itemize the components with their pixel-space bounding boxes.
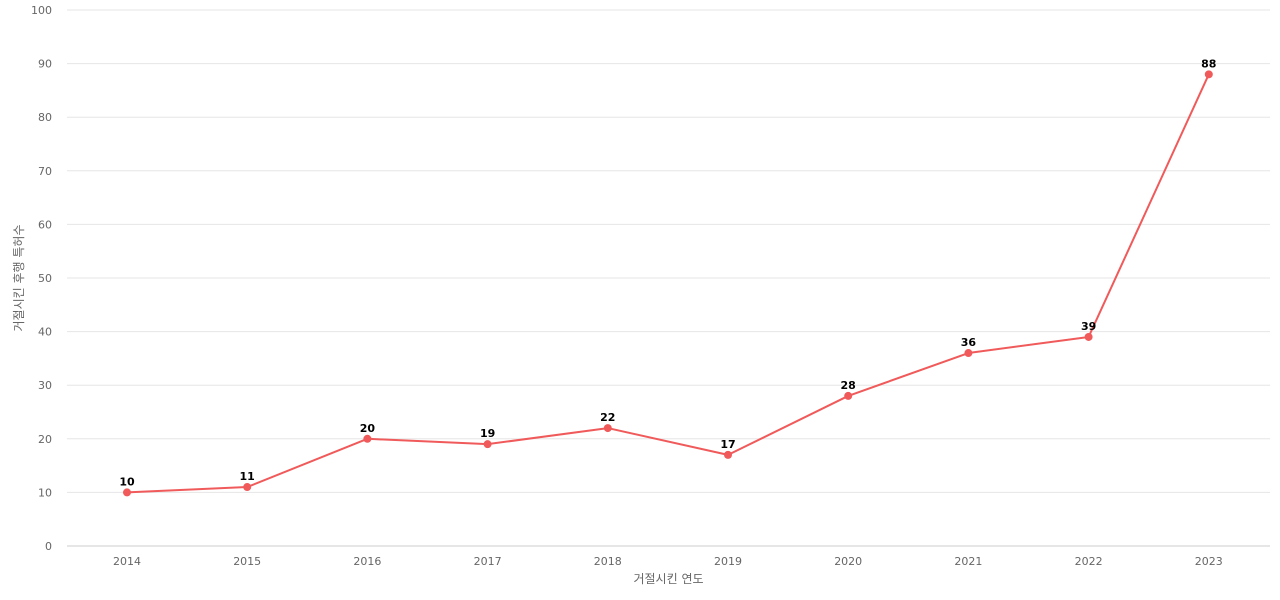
y-tick-label: 20 [38,433,52,446]
data-point [1084,332,1093,341]
data-label: 10 [119,475,135,488]
y-axis-title: 거절시킨 후행 특허수 [11,225,26,332]
data-point [844,391,853,400]
x-tick-label: 2017 [474,555,502,568]
x-tick-label: 2019 [714,555,742,568]
series-layer [123,70,1213,497]
data-point [243,483,252,492]
data-label: 88 [1201,57,1216,70]
y-tick-label: 70 [38,165,52,178]
x-tick-label: 2018 [594,555,622,568]
x-tick-label: 2021 [954,555,982,568]
data-point [483,440,492,449]
data-label: 36 [961,336,977,349]
data-label: 28 [841,379,856,392]
x-tick-label: 2022 [1075,555,1103,568]
data-labels: 10 11 20 19 22 17 28 36 39 88 [119,57,1216,488]
data-point [123,488,131,497]
x-tick-label: 2020 [834,555,862,568]
y-tick-label: 50 [38,272,52,285]
data-label: 39 [1081,320,1096,333]
x-tick-label: 2016 [353,555,381,568]
data-point [603,424,612,433]
data-point [964,349,973,358]
y-tick-label: 90 [38,58,52,71]
y-tick-label: 40 [38,326,52,339]
y-tick-label: 60 [38,218,52,231]
x-tick-label: 2014 [113,555,141,568]
y-tick-label: 100 [31,4,52,17]
y-axis-ticks: 0 10 20 30 40 50 60 70 80 90 100 [31,4,52,553]
data-point [363,434,372,443]
data-label: 17 [720,438,735,451]
gridlines [67,9,1270,493]
series-line [126,73,1210,494]
x-tick-label: 2015 [233,555,261,568]
y-tick-label: 30 [38,379,52,392]
x-axis-ticks: 2014 2015 2016 2017 2018 2019 2020 2021 2022 2023 [113,555,1223,568]
y-tick-label: 0 [45,540,52,553]
data-point [724,450,732,459]
data-label: 22 [600,411,615,424]
x-axis-title: 거절시킨 연도 [633,572,703,586]
data-point [1204,70,1213,79]
data-label: 11 [240,470,255,483]
data-label: 19 [480,427,495,440]
y-tick-label: 10 [38,486,52,499]
data-label: 20 [360,422,376,435]
x-tick-label: 2023 [1195,555,1223,568]
y-tick-label: 80 [38,111,52,124]
